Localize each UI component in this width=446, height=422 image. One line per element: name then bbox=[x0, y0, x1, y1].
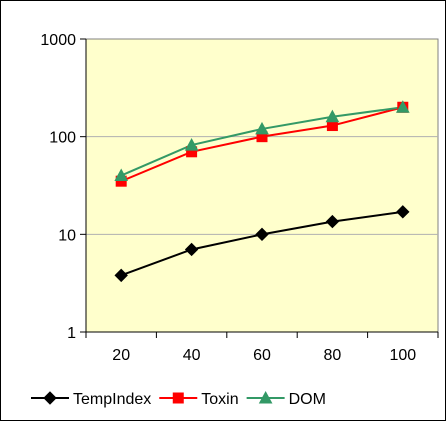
legend-marker bbox=[43, 391, 57, 405]
data-point-dom bbox=[325, 109, 340, 123]
legend-item-toxin: Toxin bbox=[159, 391, 239, 408]
data-point-dom bbox=[255, 121, 269, 135]
legend-label: DOM bbox=[289, 391, 326, 408]
y-tick-label: 10 bbox=[58, 227, 76, 244]
y-tick-label: 1 bbox=[67, 325, 76, 342]
data-point-dom bbox=[184, 138, 199, 151]
series-markers bbox=[114, 100, 410, 283]
data-point-tempindex bbox=[255, 227, 269, 242]
data-point-tempindex bbox=[114, 268, 128, 283]
legend-item-tempindex: TempIndex bbox=[31, 391, 151, 408]
data-point-tempindex bbox=[325, 214, 340, 229]
x-tick-label: 100 bbox=[389, 347, 416, 364]
y-tick-label: 1000 bbox=[40, 32, 76, 49]
legend-label: Toxin bbox=[201, 391, 238, 408]
legend-item-dom: DOM bbox=[246, 390, 326, 408]
x-axis: 20 40 60 80 100 bbox=[85, 331, 439, 364]
y-tick-label: 100 bbox=[49, 130, 76, 147]
legend-label: TempIndex bbox=[73, 391, 151, 408]
data-point-dom bbox=[395, 100, 410, 113]
x-tick-label: 20 bbox=[112, 347, 130, 364]
x-tick-label: 60 bbox=[253, 347, 271, 364]
plot-area-background bbox=[85, 38, 439, 333]
y-axis: 1 10 100 1000 bbox=[40, 32, 87, 342]
x-tick-label: 40 bbox=[183, 347, 201, 364]
legend-marker bbox=[172, 392, 184, 404]
legend: TempIndex Toxin DOM bbox=[31, 390, 326, 408]
data-point-tempindex bbox=[184, 242, 199, 257]
data-point-tempindex bbox=[396, 205, 410, 219]
data-point-dom bbox=[114, 168, 129, 182]
x-tick-label: 80 bbox=[324, 347, 342, 364]
legend-marker bbox=[258, 390, 273, 404]
